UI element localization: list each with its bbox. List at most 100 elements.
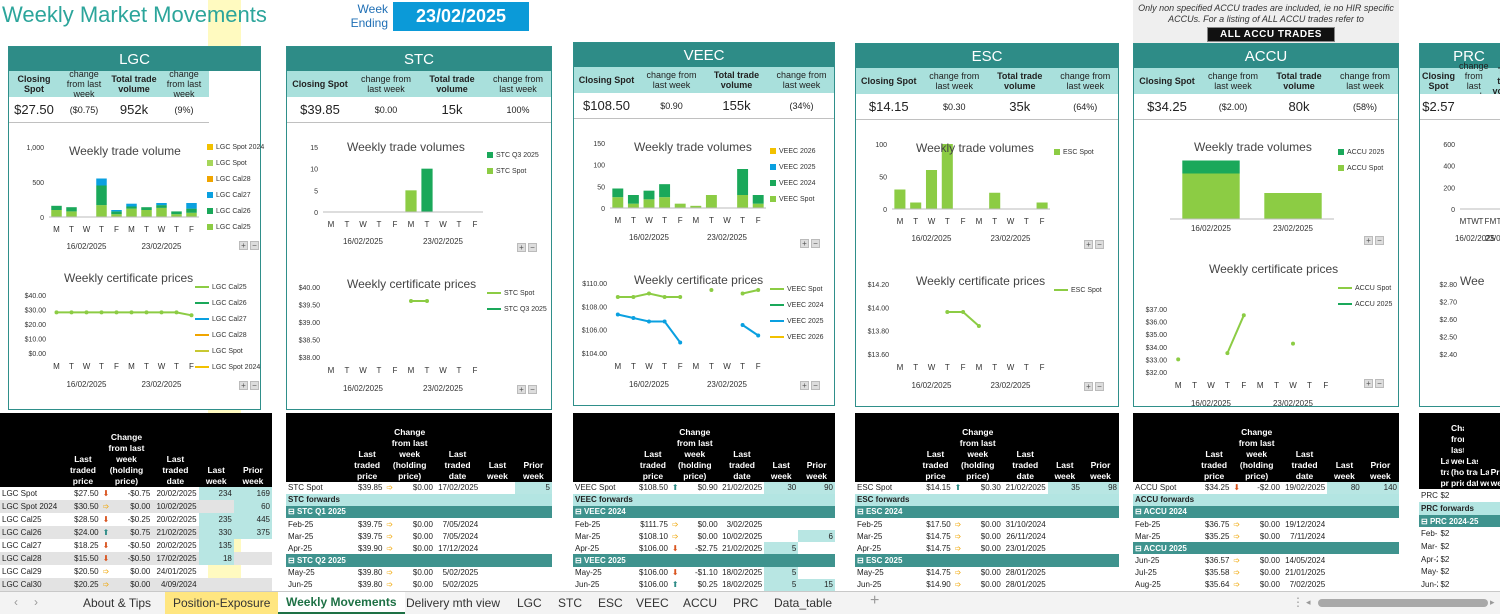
horizontal-scrollbar[interactable] [1318,599,1488,607]
expand-button[interactable]: + [1084,240,1093,249]
table-row[interactable]: Aug-25 $35.64 ➩ $0.00 7/02/2025 [1133,579,1399,591]
table-row[interactable]: LGC Cal28 $15.50 ⬇ -$0.50 17/02/2025 18 [0,551,272,565]
table-row[interactable]: Jun-25 $39.80 ➩ $0.00 5/02/2025 [286,579,552,591]
table-row[interactable]: Jul-25 $35.58 ➩ $0.00 21/01/2025 [1133,567,1399,579]
table-row[interactable]: May-25 $39.80 ➩ $0.00 5/02/2025 [286,567,552,579]
table-row[interactable]: LGC Cal25 $28.50 ⬇ -$0.25 20/02/2025 235 445 [0,512,272,526]
all-accu-trades-button[interactable]: ALL ACCU TRADES [1207,27,1335,42]
scroll-right-icon[interactable]: ▸ [1490,597,1495,607]
group-label[interactable]: ⊟ PRC 2024-25 [1419,514,1500,528]
table-row[interactable]: Apr-25 $106.00 ⬇ -$2.75 21/02/2025 5 [573,542,835,555]
table-row[interactable]: Mar-25 $14.75 ➩ $0.00 26/11/2024 [855,530,1119,542]
table-row[interactable]: ⊟ ESC 2024 [855,505,1119,518]
table-row[interactable]: ACCU forwards [1133,493,1399,506]
collapse-button[interactable]: − [811,239,820,248]
group-label[interactable]: ⊟ STC Q1 2025 [286,505,552,518]
expand-button[interactable]: + [800,239,809,248]
sheet-tab-esc[interactable]: ESC [598,596,623,610]
sheet-tab-delivery-mth-view[interactable]: Delivery mth view [406,596,501,610]
table-row[interactable]: Apr-25 $39.90 ➩ $0.00 17/12/2024 [286,542,552,554]
table-row[interactable]: Feb-25 $39.75 ➩ $0.00 7/05/2024 [286,518,552,530]
expand-button[interactable]: + [239,241,248,250]
table-row[interactable]: VEEC Spot $108.50 ⬆ $0.90 21/02/2025 30 90 [573,481,835,494]
collapse-icon[interactable]: ⊟ [288,556,297,566]
scroll-left-icon[interactable]: ◂ [1306,597,1311,607]
group-label[interactable]: ⊟ ACCU 2025 [1133,542,1399,555]
collapse-icon[interactable]: ⊟ [857,556,866,566]
collapse-button[interactable]: − [528,385,537,394]
collapse-button[interactable]: − [811,381,820,390]
table-row[interactable]: May-25 $106.00 ⬇ -$1.10 18/02/2025 5 [573,566,835,579]
table-row[interactable]: LGC Cal26 $24.00 ⬆ $0.75 21/02/2025 330 375 [0,525,272,539]
expand-button[interactable]: + [1364,379,1373,388]
collapse-button[interactable]: − [528,243,537,252]
collapse-button[interactable]: − [1095,240,1104,249]
table-row[interactable]: ⊟ VEEC 2025 [573,554,835,567]
add-sheet-button[interactable]: + [870,592,880,609]
group-label[interactable]: ⊟ VEEC 2025 [573,554,835,567]
table-row[interactable]: Jun-25 $106.00 ⬆ $0.25 18/02/2025 5 15 [573,578,835,591]
table-row[interactable]: LGC Cal30 $20.25 ➩ $0.00 4/09/2024 [0,577,272,591]
group-label[interactable]: ⊟ ACCU 2024 [1133,505,1399,518]
group-label[interactable]: ⊟ STC Q2 2025 [286,554,552,567]
collapse-icon[interactable]: ⊟ [575,507,584,517]
table-row[interactable]: Apr-25 $14.75 ➩ $0.00 23/01/2025 [855,542,1119,554]
table-row[interactable]: May-25 $14.75 ➩ $0.00 28/01/2025 [855,567,1119,579]
table-row[interactable]: LGC Cal27 $18.25 ⬇ -$0.50 20/02/2025 135 [0,538,272,552]
table-row[interactable]: Jun-25$2.6 [1419,578,1500,591]
table-row[interactable]: ESC forwards [855,493,1119,506]
table-row[interactable]: STC Spot $39.85 ➩ $0.00 17/02/2025 5 [286,481,552,494]
sheet-tab-data-table[interactable]: Data_table [774,596,833,610]
tab-scroll-right-icon[interactable]: › [34,595,38,609]
table-row[interactable]: Apr-25$2.6 [1419,553,1500,566]
group-label[interactable]: ⊟ VEEC 2024 [573,505,835,518]
collapse-icon[interactable]: ⊟ [288,507,297,517]
table-row[interactable]: VEEC forwards [573,493,835,506]
table-row[interactable]: ⊟ VEEC 2024 [573,505,835,518]
table-row[interactable]: ⊟ STC Q1 2025 [286,505,552,518]
week-ending-value[interactable]: 23/02/2025 [393,2,529,31]
table-row[interactable]: LGC Cal29 $20.50 ➩ $0.00 24/01/2025 [0,565,272,578]
group-label[interactable]: ⊟ ESC 2024 [855,505,1119,518]
table-row[interactable]: LGC Spot $27.50 ⬇ -$0.75 20/02/2025 234 169 [0,486,272,500]
table-row[interactable]: Mar-25 $39.75 ➩ $0.00 7/05/2024 [286,530,552,542]
sheet-tab-accu[interactable]: ACCU [683,596,718,610]
table-row[interactable]: Mar-25 $108.10 ➩ $0.00 10/02/2025 6 [573,530,835,543]
table-row[interactable]: ⊟ STC Q2 2025 [286,554,552,567]
sheet-tab-prc[interactable]: PRC [733,596,759,610]
table-row[interactable]: ESC Spot $14.15 ⬆ $0.30 21/02/2025 35 98 [855,481,1119,494]
collapse-icon[interactable]: ⊟ [1421,516,1430,526]
table-row[interactable]: Feb-25 $111.75 ➩ $0.00 3/02/2025 [573,518,835,530]
sheet-tab-lgc[interactable]: LGC [517,596,542,610]
table-row[interactable]: May-25$2.6 [1419,566,1500,579]
table-row[interactable]: PRC forwards [1419,501,1500,515]
table-row[interactable]: Mar-25 $35.25 ➩ $0.00 7/11/2024 [1133,530,1399,542]
expand-button[interactable]: + [1364,236,1373,245]
table-row[interactable]: Jun-25 $36.57 ➩ $0.00 14/05/2024 [1133,554,1399,566]
table-row[interactable]: Feb-25$2.6 [1419,527,1500,540]
expand-button[interactable]: + [1084,382,1093,391]
collapse-icon[interactable]: ⊟ [575,556,584,566]
sheet-tab-veec[interactable]: VEEC [636,596,669,610]
group-label[interactable]: ⊟ ESC 2025 [855,554,1119,567]
table-row[interactable]: LGC Spot 2024 $30.50 ➩ $0.00 10/02/2025 60 [0,499,272,513]
table-row[interactable]: ⊟ ACCU 2024 [1133,505,1399,518]
collapse-button[interactable]: − [1375,236,1384,245]
collapse-button[interactable]: − [250,381,259,390]
table-row[interactable]: ACCU Spot $34.25 ⬇ -$2.00 19/02/2025 80 140 [1133,481,1399,494]
expand-button[interactable]: + [517,385,526,394]
table-row[interactable]: ⊟ ESC 2025 [855,554,1119,567]
table-row[interactable]: Mar-25$2.6 [1419,540,1500,553]
sheet-tab-stc[interactable]: STC [558,596,582,610]
table-row[interactable]: Feb-25 $17.50 ➩ $0.00 31/10/2024 [855,518,1119,530]
more-options-icon[interactable]: ⋮ [1292,595,1304,609]
table-row[interactable]: PRC Spot$2.57 [1419,489,1500,502]
table-row[interactable]: ⊟ ACCU 2025 [1133,542,1399,555]
sheet-tab-position-exposure[interactable]: Position-Exposure [165,592,279,614]
collapse-icon[interactable]: ⊟ [857,507,866,517]
collapse-icon[interactable]: ⊟ [1135,543,1144,553]
expand-button[interactable]: + [800,381,809,390]
expand-button[interactable]: + [239,381,248,390]
collapse-icon[interactable]: ⊟ [1135,507,1144,517]
expand-button[interactable]: + [517,243,526,252]
